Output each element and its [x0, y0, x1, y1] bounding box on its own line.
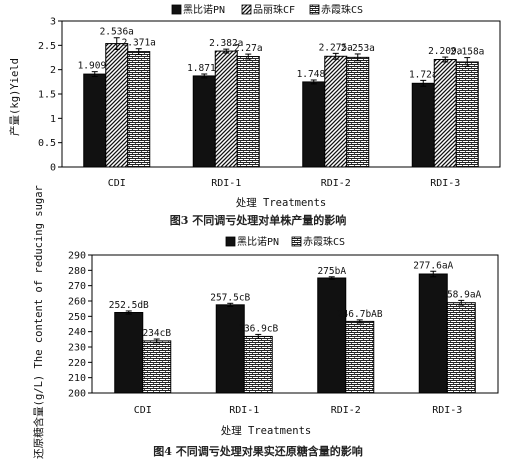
x-category-label: RDI-1: [229, 405, 259, 416]
legend-item-cf: 品丽珠CF: [241, 3, 295, 16]
legend-item-pn: 黑比诺PN: [171, 4, 225, 16]
yield-y-axis-title: 产量(kg)Yield: [8, 58, 21, 136]
y-tick-label: 200: [68, 389, 86, 400]
legend-label-cs: 赤霞珠CS: [303, 235, 345, 248]
legend-swatch-cf: [241, 4, 252, 15]
legend-item-cs: 赤霞珠CS: [291, 235, 345, 248]
sugar-x-categories: CDI RDI-1 RDI-2 RDI-3: [134, 405, 463, 416]
bar-diagonal-rdi-1: [214, 50, 238, 168]
bar-brick-rdi-1: [243, 335, 273, 394]
figure-4-caption: 图4 不同调亏处理对果实还原糖含量的影响: [153, 444, 362, 458]
bar-brick-rdi-2: [346, 56, 370, 168]
bar-brick-rdi-3: [446, 302, 476, 394]
bar-brick-cdi: [127, 51, 151, 168]
data-label: 234cB: [142, 328, 171, 339]
bar-dark-rdi-1: [192, 75, 216, 168]
data-label: 1.748a: [297, 69, 331, 80]
y-tick-label: 270: [68, 281, 86, 292]
yield-x-categories: CDI RDI-1 RDI-2 RDI-3: [108, 178, 461, 189]
legend-label-pn: 黑比诺PN: [183, 4, 225, 16]
y-tick-label: 290: [68, 251, 86, 262]
data-label: 246.7bAB: [337, 309, 383, 320]
x-category-label: RDI-3: [432, 405, 462, 416]
bar-diagonal-cdi: [105, 43, 129, 168]
y-tick-label: 280: [68, 266, 86, 277]
yield-y-ticks: 0 0.5 1 1.5 2 2.5 3: [38, 17, 62, 174]
data-label: 2.253a: [341, 43, 375, 54]
sugar-bars: 252.5dB 234cB 257.5cB 236.9cB 275bA 246.7bAB 2…: [109, 260, 482, 394]
bar-dark-rdi-2: [302, 81, 326, 168]
data-label: 2.27a: [234, 43, 263, 54]
data-label: 277.6aA: [413, 260, 453, 271]
sugar-legend: 黑比诺PN 赤霞珠CS: [225, 235, 345, 248]
data-label: 275bA: [317, 266, 346, 277]
legend-swatch-pn: [171, 4, 182, 15]
y-tick-label: 2.5: [38, 41, 56, 52]
y-tick-label: 260: [68, 297, 86, 308]
bar-dark-rdi-1: [215, 304, 245, 394]
bar-dark-cdi: [83, 73, 107, 168]
bar-brick-rdi-2: [345, 320, 375, 394]
y-tick-label: 250: [68, 312, 86, 323]
x-category-label: RDI-1: [211, 178, 241, 189]
data-label: 2.275a: [319, 42, 353, 53]
sugar-chart: 黑比诺PN 赤霞珠CS 还原糖含量(g/L) The content of re…: [32, 185, 499, 459]
data-label: 2.371a: [122, 38, 156, 49]
y-tick-label: 2: [50, 65, 56, 76]
sugar-y-ticks: 200 210 220 230 240 250 260 270 280 290: [68, 251, 92, 400]
yield-legend: 黑比诺PN 品丽珠CF 赤霞珠CS: [171, 3, 363, 16]
x-category-label: RDI-2: [321, 178, 351, 189]
legend-swatch-cs: [291, 236, 302, 247]
data-label: 1.909a: [78, 61, 112, 72]
data-label: 1.871a: [187, 63, 221, 74]
x-category-label: CDI: [134, 405, 152, 416]
y-tick-label: 0.5: [38, 138, 56, 149]
bar-dark-rdi-2: [317, 277, 347, 394]
data-label: 2.536a: [100, 27, 134, 38]
data-label: 2.209a: [428, 46, 462, 57]
x-category-label: RDI-2: [331, 405, 361, 416]
legend-label-pn: 黑比诺PN: [237, 236, 279, 248]
data-label: 258.9aA: [441, 289, 481, 300]
y-tick-label: 240: [68, 327, 86, 338]
bar-dark-cdi: [114, 312, 144, 394]
y-tick-label: 3: [50, 17, 56, 28]
data-label: 257.5cB: [210, 292, 250, 303]
legend-swatch-cs: [309, 4, 320, 15]
y-tick-label: 0: [50, 163, 56, 174]
sugar-y-axis-title: 还原糖含量(g/L) The content of reducing sugar: [32, 185, 45, 459]
bar-brick-rdi-1: [236, 56, 260, 168]
yield-x-axis-title: 处理 Treatments: [236, 197, 327, 209]
y-tick-label: 1.5: [38, 90, 56, 101]
data-label: 2.382a: [209, 38, 243, 49]
bar-diagonal-rdi-2: [324, 55, 348, 168]
bar-brick-rdi-3: [455, 61, 479, 168]
yield-chart: 黑比诺PN 品丽珠CF 赤霞珠CS 产量(kg)Yield 0 0.5 1 1.5 2 2…: [8, 3, 501, 227]
figure-3-caption: 图3 不同调亏处理对单株产量的影响: [170, 213, 346, 227]
y-tick-label: 210: [68, 373, 86, 384]
bar-brick-cdi: [142, 340, 172, 394]
x-category-label: CDI: [108, 178, 126, 189]
sugar-x-axis-title: 处理 Treatments: [221, 425, 312, 437]
legend-item-pn: 黑比诺PN: [225, 236, 279, 248]
sugar-plot-frame: [91, 254, 499, 394]
x-category-label: RDI-3: [430, 178, 460, 189]
data-label: 2.158a: [450, 47, 484, 58]
bar-diagonal-rdi-3: [433, 58, 457, 168]
legend-item-cs: 赤霞珠CS: [309, 3, 363, 16]
data-label: 252.5dB: [109, 300, 149, 311]
legend-label-cs: 赤霞珠CS: [321, 3, 363, 16]
y-tick-label: 230: [68, 343, 86, 354]
legend-label-cf: 品丽珠CF: [253, 3, 295, 16]
y-tick-label: 220: [68, 358, 86, 369]
bar-dark-rdi-3: [411, 82, 435, 168]
data-label: 236.9cB: [238, 323, 278, 334]
y-tick-label: 1: [50, 114, 56, 125]
data-label: 1.72a: [409, 69, 438, 80]
legend-swatch-pn: [225, 236, 236, 247]
